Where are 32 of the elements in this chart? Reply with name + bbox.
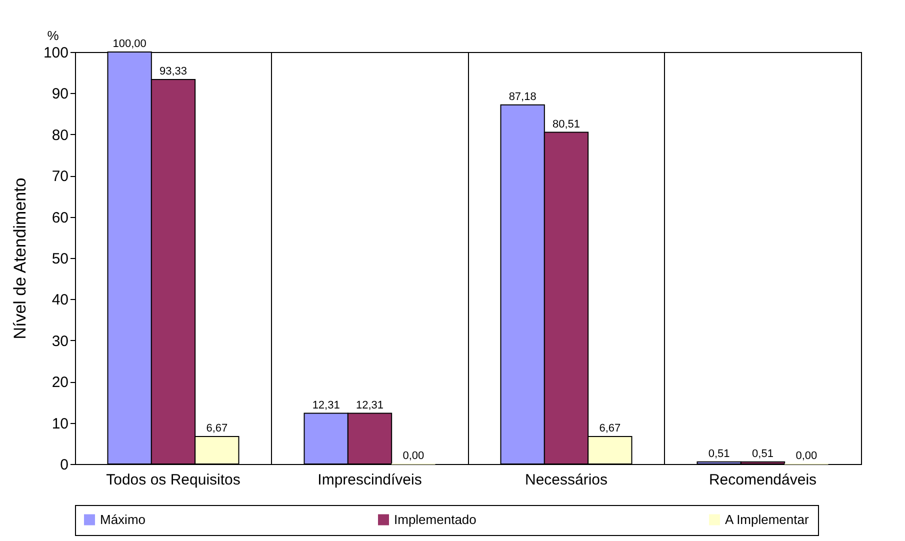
x-tick-label: Imprescindíveis — [318, 472, 422, 488]
y-tick-label: 0 — [60, 456, 68, 474]
data-label: 80,51 — [552, 118, 580, 130]
y-tick-label: 30 — [52, 332, 68, 350]
data-label: 6,67 — [206, 422, 228, 435]
data-label: 87,18 — [508, 90, 536, 103]
data-label: 12,31 — [312, 399, 340, 412]
data-label: 6,67 — [599, 422, 621, 435]
text: % — [47, 28, 60, 43]
y-tick-label: 70 — [52, 168, 68, 186]
legend-label: A Implementar — [725, 512, 810, 527]
data-label: 93,33 — [159, 65, 188, 78]
data-label: 0,51 — [708, 448, 730, 460]
y-axis-title: Nível de Atendimento — [10, 178, 30, 340]
data-label: 0,00 — [402, 450, 424, 462]
x-tick-label: Recomendáveis — [708, 472, 817, 488]
y-tick-label: 80 — [52, 126, 68, 144]
data-label: 0,51 — [752, 448, 774, 460]
y-tick-label: 50 — [52, 250, 68, 268]
y-tick-label: 60 — [52, 209, 68, 226]
legend-label: Implementado — [394, 512, 476, 527]
y-tick-label: 20 — [52, 374, 68, 392]
x-tick-label: Todos os Requisitos — [106, 472, 240, 488]
data-label: 100,00 — [112, 38, 146, 50]
y-tick-label: 90 — [52, 86, 68, 103]
y-tick-label: 40 — [52, 292, 68, 309]
legend-label: Máximo — [100, 512, 146, 527]
y-tick-label: 10 — [52, 415, 68, 432]
y-tick-label: 100 — [43, 44, 68, 62]
data-label: 0,00 — [796, 450, 818, 462]
data-label: 12,31 — [356, 399, 384, 412]
x-tick-label: Necessários — [524, 472, 608, 488]
